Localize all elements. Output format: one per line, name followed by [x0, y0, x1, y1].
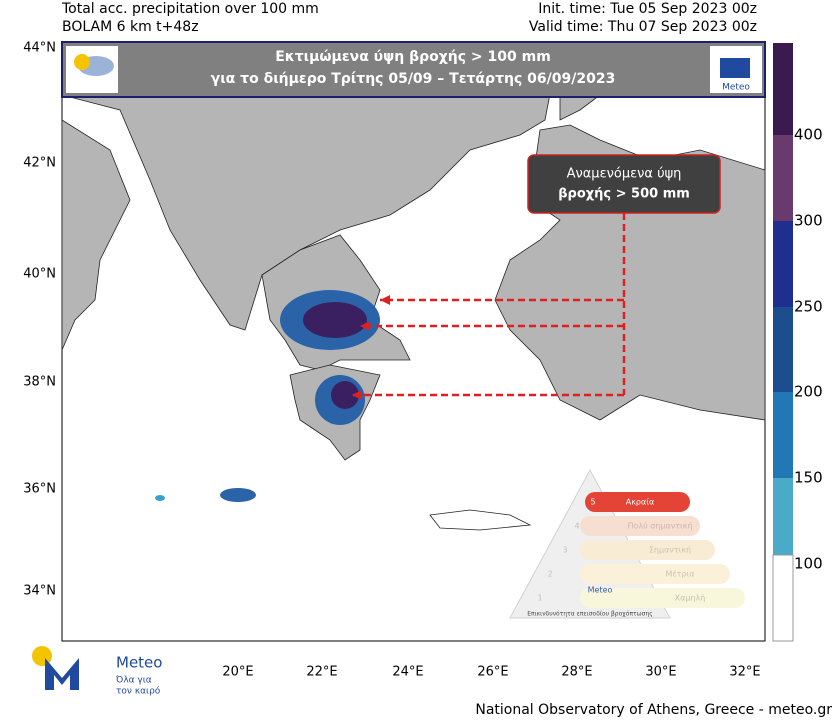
- lat-label: 44°N: [23, 41, 56, 56]
- lat-label: 42°N: [23, 156, 56, 171]
- level-number: 3: [562, 546, 567, 555]
- lon-label: 30°E: [645, 665, 676, 680]
- init-time: Init. time: Tue 05 Sep 2023 00z: [538, 1, 757, 17]
- level-number: 1: [537, 594, 542, 603]
- banner-line: Εκτιμώμενα ύψη βροχής > 100 mm: [275, 49, 551, 65]
- lon-label: 20°E: [222, 665, 253, 680]
- logo-brand: Meteo: [116, 654, 162, 672]
- colorbar-label: 400: [794, 126, 823, 144]
- logo-tagline: Όλα για: [115, 675, 152, 686]
- colorbar: 100 150 200 250 300 400: [772, 43, 823, 642]
- level-number: 2: [547, 570, 552, 579]
- map: [61, 41, 766, 642]
- valid-time: Valid time: Thu 07 Sep 2023 00z: [529, 19, 757, 35]
- callout-line: Αναμενόμενα ύψη: [567, 167, 682, 182]
- level-label: Σημαντική: [649, 546, 691, 555]
- lon-label: 26°E: [477, 665, 508, 680]
- lat-label: 34°N: [23, 584, 56, 599]
- subtitle: BOLAM 6 km t+48z: [62, 19, 199, 35]
- colorbar-label: 250: [794, 298, 823, 316]
- logo-tagline: τον καιρό: [116, 686, 161, 697]
- footer: National Observatory of Athens, Greece -…: [475, 702, 832, 718]
- lon-label: 32°E: [729, 665, 760, 680]
- lat-label: 38°N: [23, 375, 56, 390]
- banner: Meteo Εκτιμώμενα ύψη βροχής > 100 mm για…: [61, 41, 766, 98]
- lat-label: 36°N: [23, 482, 56, 497]
- callout: Αναμενόμενα ύψη βροχής > 500 mm: [352, 154, 721, 400]
- lon-label: 28°E: [561, 665, 592, 680]
- level-label: Χαμηλή: [675, 594, 706, 603]
- banner-logo: Meteo: [722, 83, 750, 93]
- level-label: Ακραία: [626, 498, 655, 507]
- colorbar-label: 150: [794, 469, 823, 487]
- level-number: 5: [590, 498, 595, 507]
- colorbar-label: 300: [794, 212, 823, 230]
- logo: Meteo Όλα για τον καιρό: [32, 646, 162, 697]
- callout-line: βροχής > 500 mm: [558, 187, 690, 202]
- warning-brand: Meteo: [588, 586, 613, 595]
- colorbar-label: 200: [794, 383, 823, 401]
- level-label: Πολύ σημαντική: [627, 521, 692, 531]
- warning-caption: Επικινδυνότητα επεισοδίου βροχόπτωσης: [527, 611, 653, 618]
- colorbar-label: 100: [794, 555, 823, 573]
- warning-scale: 5 Ακραία 4 Πολύ σημαντική 3 Σημαντική 2 …: [509, 468, 745, 619]
- level-label: Μέτρια: [665, 569, 694, 579]
- title: Total acc. precipitation over 100 mm: [61, 1, 319, 17]
- lat-label: 40°N: [23, 267, 56, 282]
- level-number: 4: [574, 522, 579, 531]
- lon-label: 22°E: [306, 665, 337, 680]
- lon-label: 24°E: [392, 665, 423, 680]
- banner-line: για το διήμερο Τρίτης 05/09 – Τετάρτης 0…: [211, 71, 616, 87]
